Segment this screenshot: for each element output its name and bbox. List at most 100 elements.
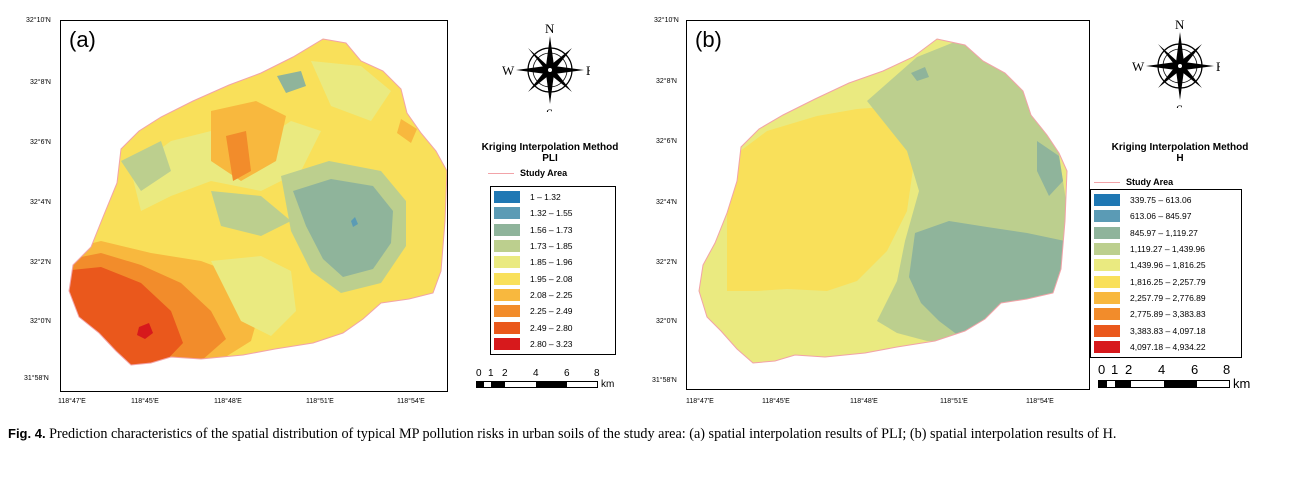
lat-tick: 32°6'N [30, 139, 51, 146]
compass-w-label: W [1132, 59, 1145, 74]
legend-label: 845.97 – 1,119.27 [1130, 227, 1198, 238]
compass-n-label: N [545, 22, 555, 36]
legend-label: 1,439.96 – 1,816.25 [1130, 260, 1206, 271]
scale-label: 8 [1223, 362, 1231, 377]
legend-swatch [1094, 210, 1120, 223]
legend-swatch [1094, 226, 1120, 239]
legend-row: 4,097.18 – 4,934.22 [1094, 339, 1238, 355]
figure-caption: Fig. 4. Prediction characteristics of th… [8, 424, 1284, 444]
map-frame-b: (b) [686, 20, 1090, 390]
lat-tick: 32°4'N [656, 199, 677, 206]
h-class-1816-2257 [727, 106, 917, 291]
caption-label: Fig. 4. [8, 426, 46, 441]
legend-label: 1 – 1.32 [530, 192, 561, 203]
pli-class-1.85-1.96-south [211, 256, 296, 336]
legend-row: 2,257.79 – 2,776.89 [1094, 290, 1238, 306]
scale-labels: 0 1 2 4 6 8 [476, 368, 606, 379]
legend-row: 1,439.96 – 1,816.25 [1094, 257, 1238, 273]
legend-title-line1: Kriging Interpolation Method [481, 142, 619, 153]
compass-e-label: E [586, 63, 590, 78]
lat-tick: 32°0'N [30, 318, 51, 325]
legend-title: Kriging Interpolation Method H [1094, 142, 1266, 164]
legend-swatch [494, 223, 520, 236]
compass-w-label: W [502, 63, 515, 78]
lat-tick: 32°8'N [656, 78, 677, 85]
scale-labels: 0 1 2 4 6 8 [1098, 362, 1238, 377]
lat-tick: 32°2'N [30, 259, 51, 266]
legend-label: 2.08 – 2.25 [530, 289, 573, 300]
legend-label: 1.85 – 1.96 [530, 257, 573, 268]
legend-label: 339.75 – 613.06 [1130, 195, 1192, 206]
legend-title: Kriging Interpolation Method PLI [470, 142, 630, 164]
scale-label: 6 [564, 368, 570, 379]
pli-map [68, 38, 447, 366]
legend-label: 613.06 – 845.97 [1130, 211, 1192, 222]
legend-title-line2: PLI [542, 153, 558, 164]
legend-study-area: Study Area [488, 168, 567, 178]
legend-row: 1.95 – 2.08 [494, 270, 612, 286]
legend-label: 1.32 – 1.55 [530, 208, 573, 219]
map-frame-a: (a) [60, 20, 448, 392]
lat-tick: 32°10'N [26, 17, 51, 24]
lon-tick: 118°47'E [686, 398, 714, 405]
legend-label: 3,383.83 – 4,097.18 [1130, 325, 1206, 336]
caption-text: Prediction characteristics of the spatia… [49, 426, 1117, 442]
legend-row: 1.73 – 1.85 [494, 238, 612, 254]
scale-label: 4 [1158, 362, 1166, 377]
scale-label: 1 [488, 368, 494, 379]
scale-unit: km [601, 379, 615, 390]
lat-tick: 32°2'N [656, 259, 677, 266]
lat-tick: 32°8'N [30, 79, 51, 86]
h-map [698, 38, 1068, 364]
figure-panel-a: (a) 32°10'N 32°8'N 32°6'N 32°4'N 32°2'N … [0, 0, 646, 410]
h-class-613-845 [957, 335, 971, 347]
legend-row: 1,119.27 – 1,439.96 [1094, 241, 1238, 257]
study-area-boundary [68, 38, 447, 366]
lon-tick: 118°45'E [131, 398, 159, 405]
pli-class-1.32-1.55 [351, 217, 358, 227]
legend-swatch [494, 337, 520, 350]
study-area-label: Study Area [520, 168, 568, 178]
panel-label: (a) [69, 27, 96, 52]
scale-unit: km [1233, 376, 1251, 391]
study-area-line-swatch [488, 172, 514, 174]
legend-label: 2.25 – 2.49 [530, 306, 573, 317]
scale-label: 1 [1111, 362, 1119, 377]
panel-label: (b) [695, 27, 722, 52]
legend-swatch [494, 256, 520, 269]
legend-swatch [494, 305, 520, 318]
compass-s-label: S [1176, 102, 1183, 108]
legend-row: 1.32 – 1.55 [494, 205, 612, 221]
legend-swatch [494, 321, 520, 334]
legend-row: 3,383.83 – 4,097.18 [1094, 322, 1238, 338]
legend-label: 2,257.79 – 2,776.89 [1130, 292, 1206, 303]
h-class-845-1119-east [1037, 141, 1063, 196]
scale-label: 2 [502, 368, 508, 379]
legend-swatch [494, 240, 520, 253]
scale-label: 4 [533, 368, 539, 379]
legend-row: 2.25 – 2.49 [494, 303, 612, 319]
legend-label: 1,119.27 – 1,439.96 [1130, 244, 1205, 255]
legend-label: 1.56 – 1.73 [530, 224, 573, 235]
compass-s-label: S [546, 106, 553, 112]
scale-label: 2 [1125, 362, 1133, 377]
legend-row: 1.56 – 1.73 [494, 222, 612, 238]
legend-class-list: 339.75 – 613.06 613.06 – 845.97 845.97 – 1… [1090, 189, 1242, 358]
compass-rose-icon: N S W E [500, 21, 594, 121]
legend-row: 339.75 – 613.06 [1094, 192, 1238, 208]
pli-class-2.08-2.25-east [397, 119, 417, 143]
scale-label: 0 [1098, 362, 1106, 377]
legend-swatch [1094, 243, 1120, 256]
lon-tick: 118°48'E [850, 398, 878, 405]
study-area-line-swatch [1094, 181, 1120, 183]
legend-label: 1.73 – 1.85 [530, 241, 573, 252]
legend-label: 2.49 – 2.80 [530, 322, 573, 333]
lon-tick: 118°51'E [940, 398, 968, 405]
legend-title-line1: Kriging Interpolation Method [1111, 142, 1249, 153]
lon-tick: 118°51'E [306, 398, 334, 405]
lon-tick: 118°45'E [762, 398, 790, 405]
pli-class-1.73-1.85-west [121, 141, 171, 191]
lat-tick: 32°10'N [654, 17, 679, 24]
legend-label: 1,816.25 – 2,257.79 [1130, 276, 1206, 287]
lon-tick: 118°54'E [397, 398, 425, 405]
